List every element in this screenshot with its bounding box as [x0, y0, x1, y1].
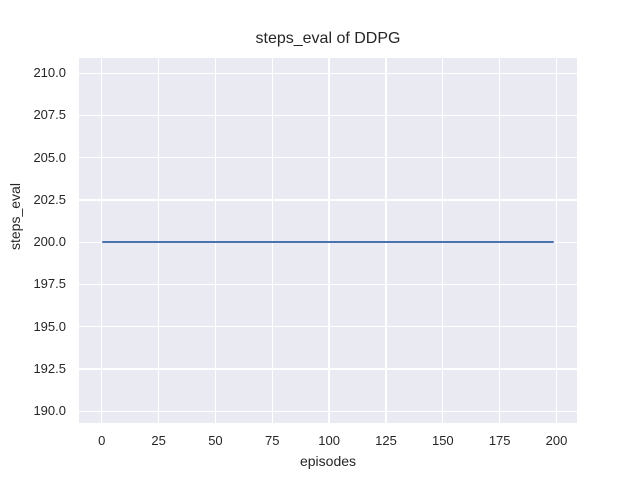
gridline-vertical — [499, 58, 501, 423]
gridline-vertical — [442, 58, 444, 423]
gridline-vertical — [328, 58, 330, 423]
gridline-horizontal — [79, 114, 577, 117]
x-tick-label: 125 — [375, 433, 397, 448]
x-tick-label: 25 — [151, 433, 166, 448]
y-tick-label: 192.5 — [33, 360, 66, 376]
y-tick-label: 197.5 — [33, 276, 66, 292]
x-tick-label: 200 — [545, 433, 568, 448]
y-tick-label: 205.0 — [33, 149, 66, 165]
gridline-vertical — [385, 58, 387, 423]
gridline-vertical — [555, 58, 558, 423]
y-tick-label: 200.0 — [33, 234, 66, 250]
gridline-vertical — [271, 58, 273, 423]
gridline-horizontal — [79, 199, 577, 201]
chart-title: steps_eval of DDPG — [255, 30, 401, 47]
gridline-horizontal — [79, 368, 577, 370]
y-tick-label: 207.5 — [33, 107, 66, 123]
gridline-horizontal — [79, 326, 577, 328]
x-tick-label: 175 — [488, 433, 511, 448]
gridline-vertical — [214, 58, 217, 423]
gridline-horizontal — [79, 72, 577, 74]
x-axis-label: episodes — [299, 453, 357, 469]
y-tick-label: 190.0 — [33, 403, 66, 419]
x-tick-label: 75 — [265, 433, 280, 448]
x-tick-label: 150 — [431, 433, 454, 448]
gridline-vertical — [101, 58, 103, 423]
gridline-horizontal — [79, 157, 577, 159]
data-line-steps_eval — [101, 240, 555, 244]
gridline-horizontal — [79, 283, 577, 286]
x-tick-label: 50 — [208, 433, 223, 448]
gridline-vertical — [157, 58, 160, 423]
y-tick-label: 202.5 — [33, 191, 66, 207]
x-tick-label: 100 — [318, 433, 340, 448]
y-tick-label: 195.0 — [33, 318, 66, 334]
x-tick-label: 0 — [98, 433, 106, 448]
y-tick-label: 210.0 — [33, 65, 66, 81]
plot-area — [79, 58, 577, 423]
gridline-horizontal — [79, 410, 577, 412]
